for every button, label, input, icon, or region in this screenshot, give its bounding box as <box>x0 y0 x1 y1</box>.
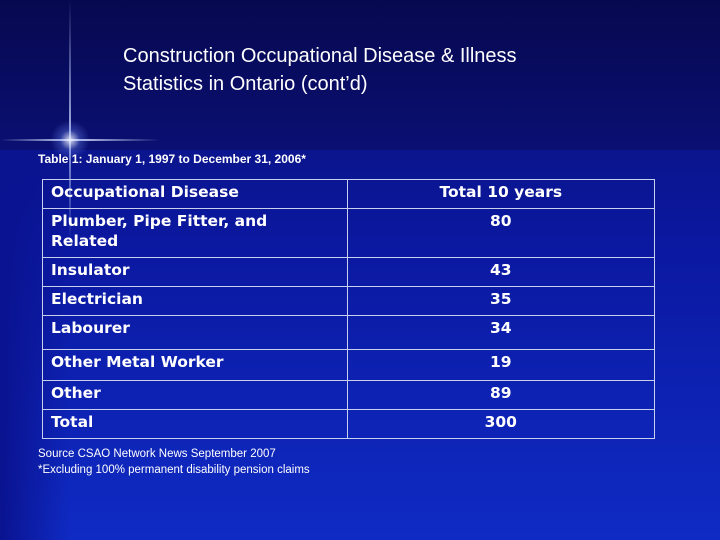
row-total: 43 <box>346 257 656 287</box>
row-total: 19 <box>346 349 656 381</box>
header-occupational-disease: Occupational Disease <box>42 179 348 209</box>
row-occupation: Other Metal Worker <box>42 349 348 381</box>
row-occupation: Electrician <box>42 286 348 316</box>
row-total: 34 <box>346 315 656 350</box>
table-caption: Table 1: January 1, 1997 to December 31,… <box>38 152 306 166</box>
table-row: Labourer 34 <box>42 315 656 350</box>
table-row: Other Metal Worker 19 <box>42 349 656 381</box>
source-line: Source CSAO Network News September 2007 <box>38 448 276 460</box>
header-band <box>0 0 720 150</box>
table-row: Electrician 35 <box>42 286 656 316</box>
source-notes: Source CSAO Network News September 2007 … <box>38 446 310 478</box>
row-total: 80 <box>346 208 656 258</box>
row-occupation: Plumber, Pipe Fitter, and Related <box>42 208 348 258</box>
footnote-line: *Excluding 100% permanent disability pen… <box>38 464 310 476</box>
title-line-1: Construction Occupational Disease & Illn… <box>123 45 517 67</box>
disease-statistics-table: Occupational Disease Total 10 years Plum… <box>42 179 656 439</box>
header-total-10-years: Total 10 years <box>346 179 656 209</box>
table-row-total: Total 300 <box>42 409 656 439</box>
row-occupation: Other <box>42 380 348 410</box>
table-row: Other 89 <box>42 380 656 410</box>
row-occupation: Total <box>42 409 348 439</box>
title-line-2: Statistics in Ontario (cont’d) <box>123 73 368 95</box>
row-total: 300 <box>346 409 656 439</box>
slide-title: Construction Occupational Disease & Illn… <box>123 42 683 98</box>
light-flare-glow <box>50 120 90 160</box>
row-occupation: Insulator <box>42 257 348 287</box>
row-total: 35 <box>346 286 656 316</box>
table-row: Insulator 43 <box>42 257 656 287</box>
row-occupation: Labourer <box>42 315 348 350</box>
table-header-row: Occupational Disease Total 10 years <box>42 179 656 209</box>
row-total: 89 <box>346 380 656 410</box>
table-row: Plumber, Pipe Fitter, and Related 80 <box>42 208 656 258</box>
